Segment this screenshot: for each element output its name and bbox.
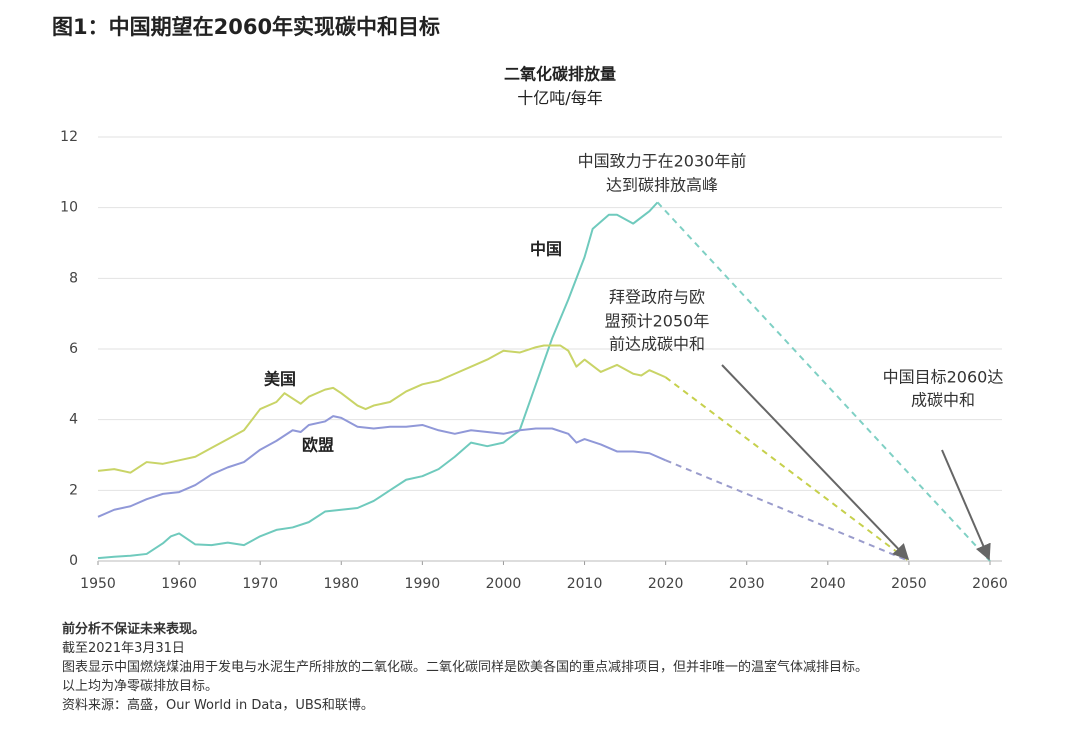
y-tick-label: 2 <box>69 482 78 498</box>
y-axis-unit: 十亿吨/每年 <box>517 89 602 108</box>
y-tick-label: 12 <box>60 129 78 145</box>
series-line <box>97 415 667 518</box>
annotation: 盟预计2050年 <box>605 312 710 331</box>
annotation: 拜登政府与欧 <box>609 288 705 307</box>
x-tick-label: 2040 <box>810 576 846 592</box>
footnote: 截至2021年3月31日 <box>62 641 185 656</box>
y-axis-title: 二氧化碳排放量 <box>504 65 616 84</box>
footnote: 资料来源：高盛，Our World in Data，UBS和联博。 <box>62 697 374 713</box>
series-label: 欧盟 <box>302 436 334 455</box>
x-tick-label: 1990 <box>405 576 441 592</box>
footnote: 前分析不保证未来表现。 <box>62 621 205 637</box>
y-tick-label: 10 <box>60 200 78 216</box>
y-tick-label: 8 <box>69 270 78 286</box>
x-tick-label: 2030 <box>729 576 765 592</box>
projection-line <box>656 201 991 562</box>
x-tick-label: 2010 <box>567 576 603 592</box>
projection-line <box>665 459 910 562</box>
y-tick-label: 6 <box>69 341 78 357</box>
chart-title: 图1：中国期望在2060年实现碳中和目标 <box>52 15 440 39</box>
projection-line <box>665 376 910 562</box>
footnote: 图表显示中国燃烧煤油用于发电与水泥生产所排放的二氧化碳。二氧化碳同样是欧美各国的… <box>62 659 868 675</box>
x-tick-label: 2050 <box>891 576 927 592</box>
y-tick-label: 4 <box>69 412 78 428</box>
x-tick-label: 1960 <box>161 576 197 592</box>
annotation: 前达成碳中和 <box>609 335 705 354</box>
annotation: 中国致力于在2030年前 <box>578 152 747 171</box>
x-tick-label: 2020 <box>648 576 684 592</box>
series-label: 中国 <box>530 240 562 259</box>
series-line <box>97 344 667 474</box>
y-tick-label: 0 <box>69 553 78 569</box>
x-tick-label: 2060 <box>972 576 1008 592</box>
annotation-arrow <box>941 449 991 561</box>
x-tick-label: 2000 <box>486 576 522 592</box>
annotation-arrow <box>721 364 910 561</box>
annotation: 成碳中和 <box>911 391 975 410</box>
plot: 0 2 4 6 8 10 12 1950 1960 1970 1980 1990 2000 2010 202… <box>60 129 1008 592</box>
x-tick-label: 1950 <box>80 576 116 592</box>
series-label: 美国 <box>264 370 296 389</box>
annotation: 达到碳排放高峰 <box>606 176 718 195</box>
series-line <box>97 201 659 560</box>
annotation: 中国目标2060达 <box>883 368 1004 387</box>
footnote: 以上均为净零碳排放目标。 <box>62 679 218 694</box>
x-tick-label: 1980 <box>323 576 359 592</box>
x-tick-label: 1970 <box>242 576 278 592</box>
